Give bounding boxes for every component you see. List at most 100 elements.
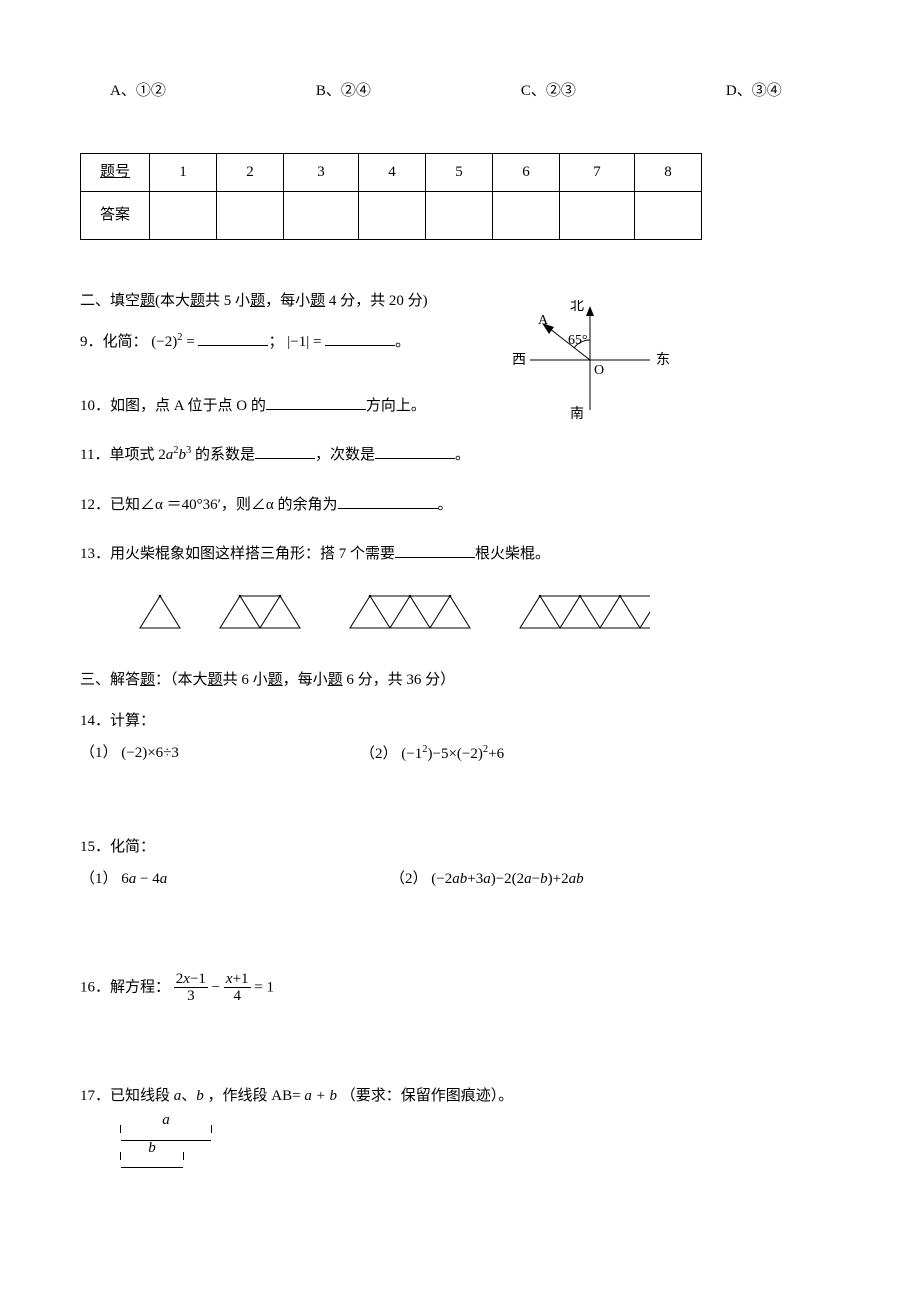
text: （要求：保留作图痕迹）。 [341, 1088, 514, 1104]
table-header-cell: 7 [560, 153, 635, 191]
text: 用火柴棍象如图这样搭三角形：搭 7 个需要 [110, 546, 395, 562]
section-3-title: 三、解答题：（本大题共 6 小题，每小题 6 分，共 36 分） [80, 669, 840, 692]
fill-blank [338, 493, 438, 509]
text: 题 [250, 293, 265, 309]
text: 题 [140, 672, 155, 688]
text: −2) [156, 334, 177, 350]
text: 题 [328, 672, 343, 688]
question-13: 13．用火柴棍象如图这样搭三角形：搭 7 个需要 根火柴棍。 [80, 542, 840, 566]
q15-part1: （1） 6a − 4a [80, 868, 390, 891]
q14-part1: （1） (−2)×6÷3 [80, 742, 360, 766]
text: ，作线段 AB= [208, 1088, 305, 1104]
q-number: 17． [80, 1088, 110, 1104]
text: ，每小 [283, 672, 328, 688]
text: 。 [395, 334, 410, 350]
section-2-title: 二、填空题(本大题共 5 小题，每小题 4 分，共 20 分) [80, 290, 840, 313]
q-number: 11． [80, 447, 109, 463]
q-number: 15． [80, 839, 110, 855]
text: 题 [310, 293, 325, 309]
math-expr: (−2)2 [151, 334, 186, 350]
table-header-cell: 1 [150, 153, 217, 191]
q-number: 14． [80, 713, 110, 729]
text: ； [268, 334, 283, 350]
given-segments: a b [120, 1117, 840, 1168]
text: 共 5 小 [205, 293, 250, 309]
q15-part2: （2） (−2ab+3a)−2(2a−b)+2ab [390, 868, 840, 891]
table-cell [635, 191, 702, 239]
math-expr: (−2)×6÷3 [121, 745, 179, 761]
text: 2 [177, 332, 182, 343]
text: 方向上。 [366, 398, 426, 414]
fill-blank [255, 443, 315, 459]
text: 根火柴棍。 [475, 546, 550, 562]
question-15-parts: （1） 6a − 4a （2） (−2ab+3a)−2(2a−b)+2ab [80, 868, 840, 891]
question-11: 11．单项式 2a2b3 的系数是 ，次数是 。 [80, 443, 840, 467]
text: )−5×(−2) [427, 746, 482, 762]
q-number: 10． [80, 398, 110, 414]
table-header-cell: 5 [426, 153, 493, 191]
question-16: 16．解方程： 2x−1 3 − x+1 4 = 1 [80, 971, 840, 1005]
svg-text:65°: 65° [568, 333, 588, 348]
text: 如图，点 A 位于点 O 的 [110, 398, 266, 414]
text: 计算： [110, 713, 155, 729]
mc-options-row: A、①② B、②④ C、②③ D、③④ [80, 80, 840, 103]
svg-text:A: A [538, 313, 549, 328]
math-expr: 6a − 4a [121, 871, 167, 887]
text: 。 [455, 447, 470, 463]
fraction: 2x−1 3 [174, 971, 208, 1005]
text: 二、填空 [80, 293, 140, 309]
matchstick-triangles [130, 590, 650, 632]
svg-text:北: 北 [570, 300, 584, 314]
svg-text:O: O [594, 363, 604, 378]
table-cell [150, 191, 217, 239]
text: 4 分，共 20 分) [325, 293, 428, 309]
text: 3 [186, 445, 191, 456]
fill-blank [266, 394, 366, 410]
fill-blank [198, 330, 268, 346]
text: (本大 [155, 293, 190, 309]
table-cell [284, 191, 359, 239]
text: 化简： [110, 839, 155, 855]
text: 三、解答 [80, 672, 140, 688]
text: 题 [140, 293, 155, 309]
option-d: D、③④ [726, 80, 782, 103]
part-label: （2） [390, 871, 428, 887]
table-header-label: 题号 [100, 164, 130, 180]
table-cell [493, 191, 560, 239]
question-14: 14．计算： [80, 710, 840, 733]
text: ，次数是 [315, 447, 375, 463]
math-expr: (−12)−5×(−2)2+6 [401, 746, 504, 762]
table-header-cell: 2 [217, 153, 284, 191]
question-9: 9．化简： (−2)2 = ； |−1| = 。 北 南 东 西 A O 65° [80, 330, 840, 354]
option-a: A、①② [110, 80, 166, 103]
text: = [186, 334, 198, 350]
text: 。 [438, 497, 453, 513]
text: = 1 [254, 979, 274, 995]
q-number: 13． [80, 546, 110, 562]
text: − [212, 979, 224, 995]
part-label: （2） [360, 746, 398, 762]
text: ：（本大 [155, 672, 208, 688]
text: +6 [488, 746, 504, 762]
q14-part2: （2） (−12)−5×(−2)2+6 [360, 742, 840, 766]
table-header-cell: 4 [359, 153, 426, 191]
text: (−1 [401, 746, 422, 762]
part-label: （1） [80, 745, 118, 761]
table-row-label: 答案 [81, 191, 150, 239]
text: 的系数是 [195, 447, 255, 463]
table-row: 答案 [81, 191, 702, 239]
answer-table: 题号 1 2 3 4 5 6 7 8 答案 [80, 153, 702, 240]
part-label: （1） [80, 871, 118, 887]
text: 已知∠α ＝40°36′，则∠α 的余角为 [110, 497, 338, 513]
fill-blank [325, 330, 395, 346]
math-expr: 2a2b3 [158, 447, 191, 463]
table-cell [560, 191, 635, 239]
text: ，每小 [265, 293, 310, 309]
q-number: 12． [80, 497, 110, 513]
table-row: 题号 1 2 3 4 5 6 7 8 [81, 153, 702, 191]
fill-blank [375, 443, 455, 459]
text: 2 [158, 447, 166, 463]
table-header-cell: 3 [284, 153, 359, 191]
text: 6 分，共 36 分） [343, 672, 456, 688]
text: 单项式 [109, 447, 154, 463]
